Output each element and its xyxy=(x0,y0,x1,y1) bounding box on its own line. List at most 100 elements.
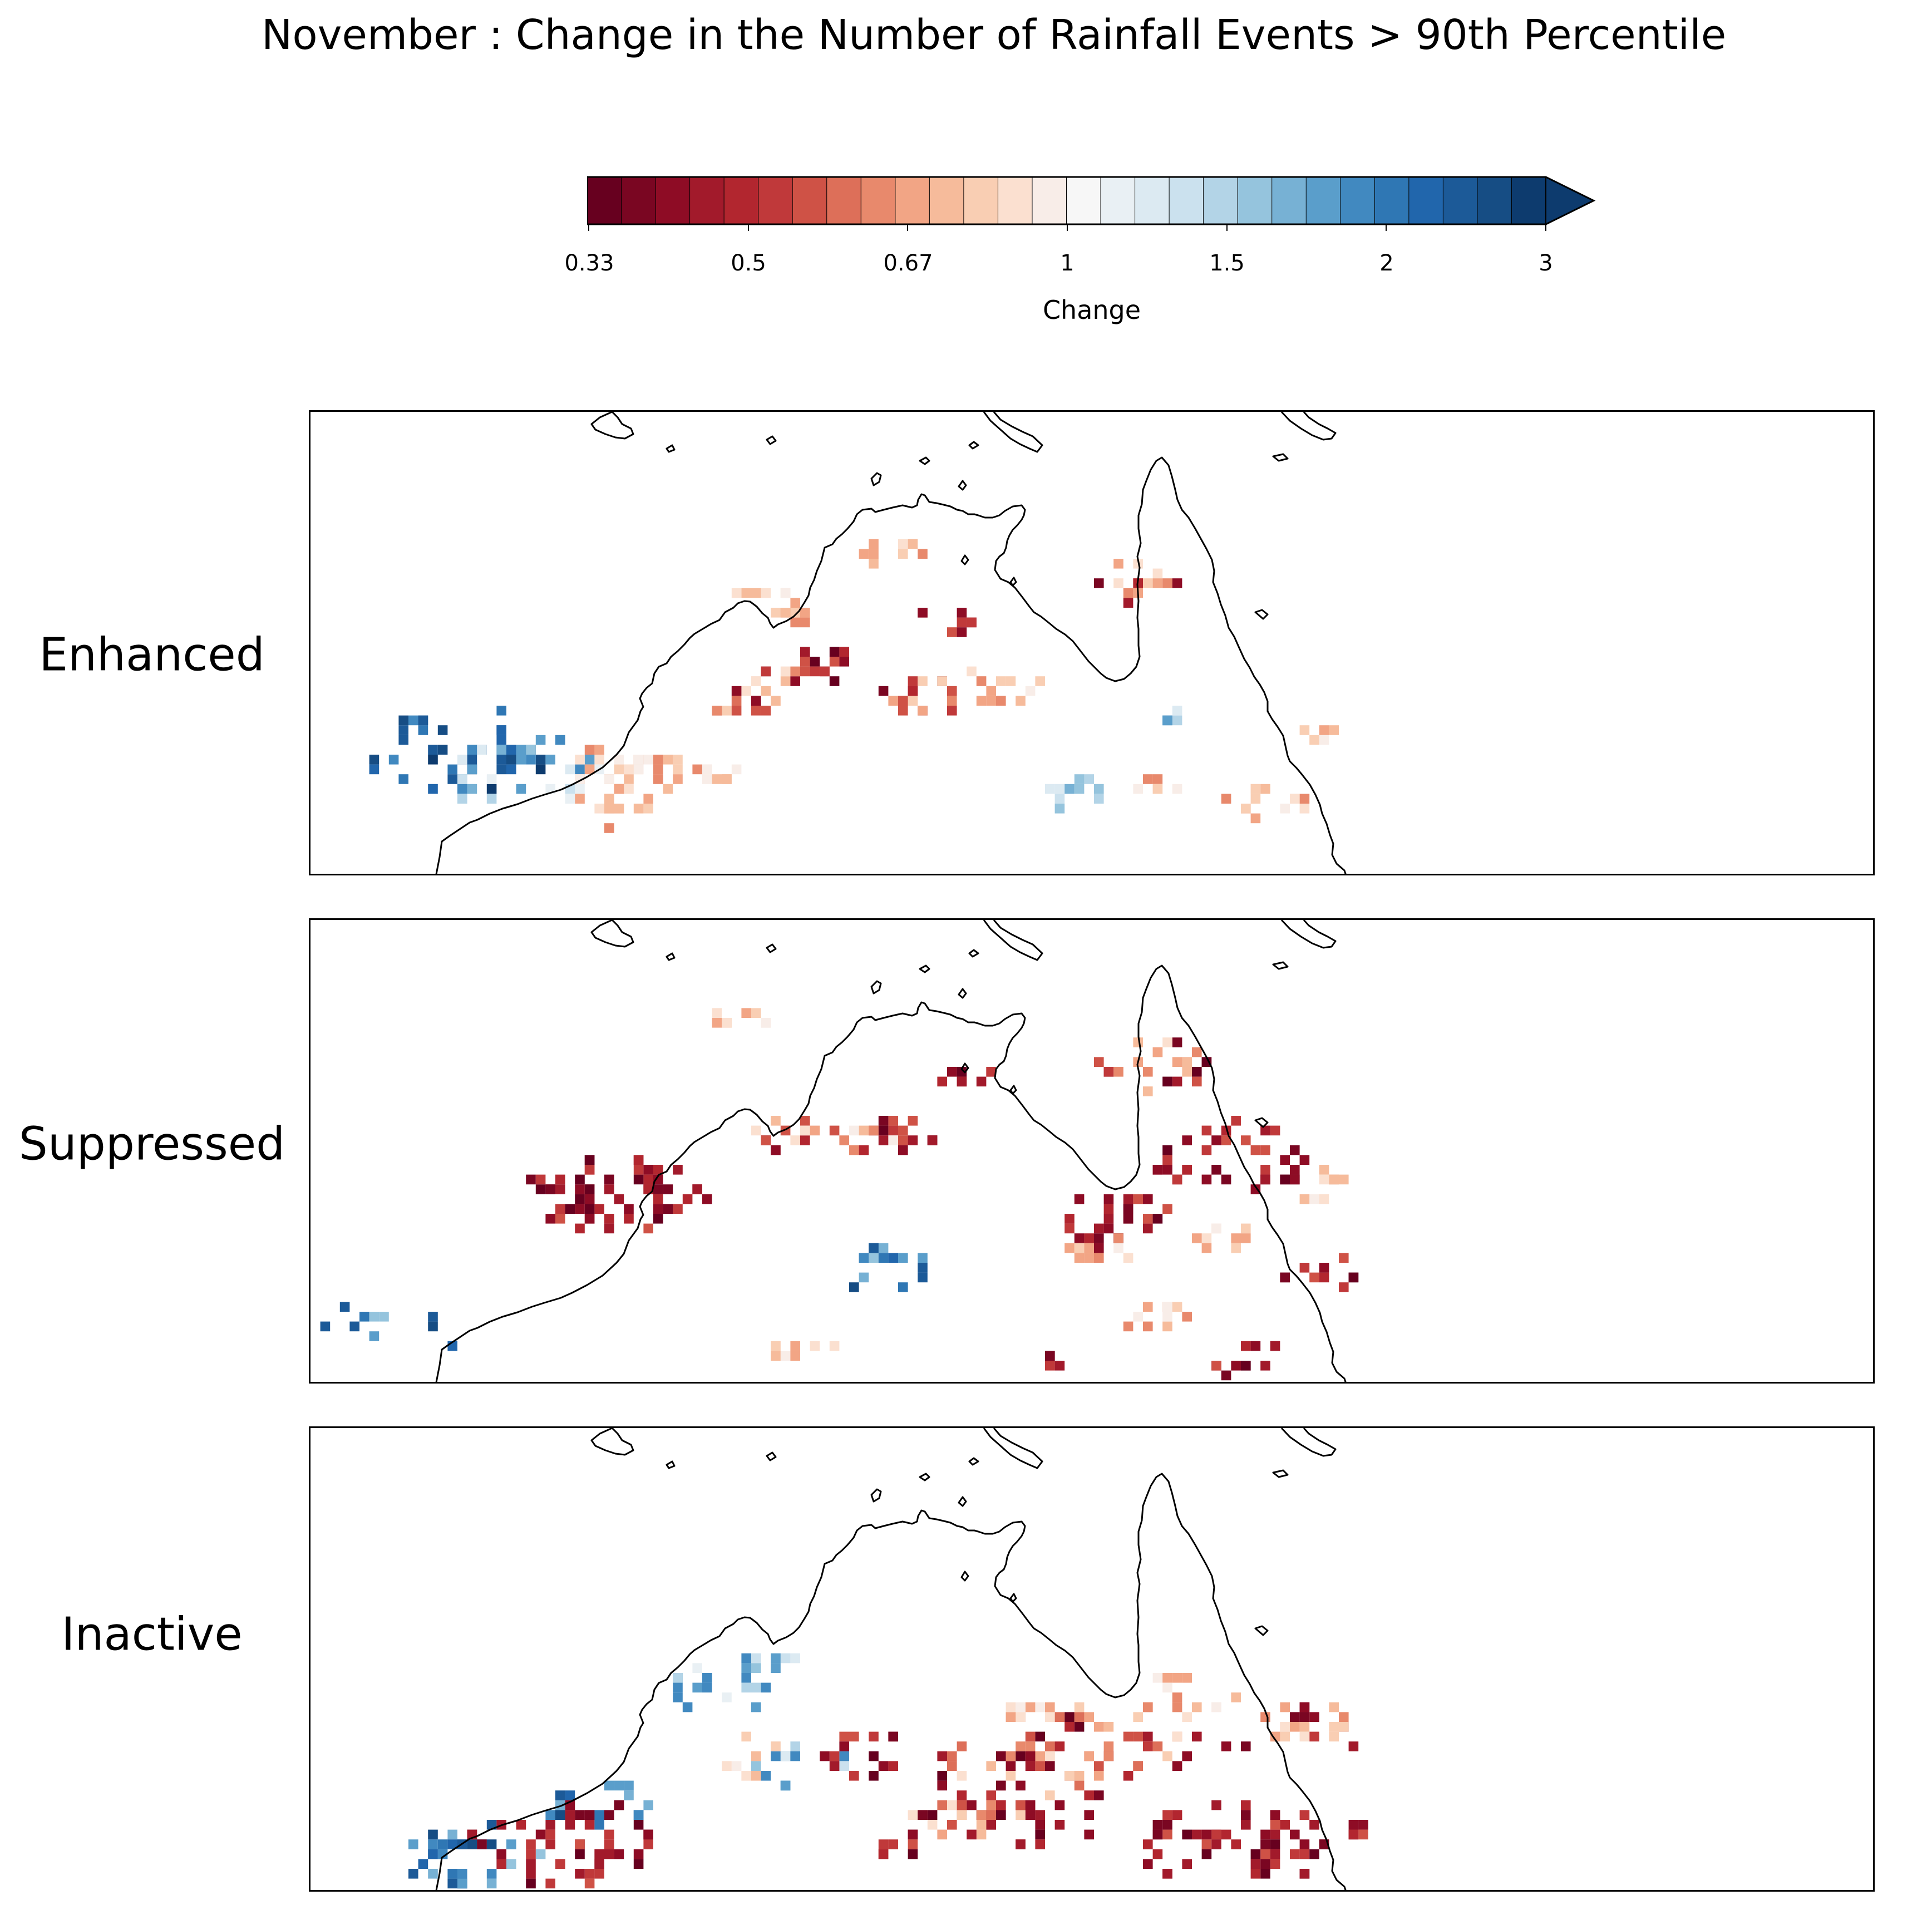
grid-cell xyxy=(908,1810,918,1820)
colorbar-segment xyxy=(860,176,896,225)
grid-cell xyxy=(1094,794,1104,804)
grid-cell xyxy=(1162,1682,1172,1693)
coastline-island xyxy=(960,1571,969,1582)
grid-cell xyxy=(790,1741,800,1751)
grid-cell xyxy=(957,1067,967,1077)
grid-cell xyxy=(1162,715,1172,726)
grid-cell xyxy=(594,1204,604,1214)
grid-cell xyxy=(908,1839,918,1849)
grid-cell xyxy=(1221,1741,1231,1751)
grid-cell xyxy=(741,1673,751,1683)
grid-cell xyxy=(1299,725,1310,735)
colorbar-segment xyxy=(826,176,862,225)
grid-cell xyxy=(1084,1810,1094,1820)
grid-cell xyxy=(1045,1790,1055,1800)
grid-cell xyxy=(594,1810,604,1820)
grid-cell xyxy=(1035,1761,1045,1771)
grid-cell xyxy=(1016,1751,1026,1761)
grid-cell xyxy=(741,686,751,696)
grid-cell xyxy=(1123,1731,1133,1742)
grid-cell xyxy=(1299,1731,1310,1742)
grid-cell xyxy=(1094,1243,1104,1253)
grid-cell xyxy=(937,1780,947,1791)
grid-cell xyxy=(1152,1214,1163,1224)
grid-cell xyxy=(780,1653,791,1663)
grid-cell xyxy=(604,1780,614,1791)
coastline-island xyxy=(1280,412,1337,441)
grid-cell xyxy=(692,1682,702,1693)
grid-cell xyxy=(555,1214,565,1224)
grid-cell xyxy=(898,549,908,559)
grid-cell xyxy=(555,1204,565,1214)
grid-cell xyxy=(1054,1741,1065,1751)
grid-cell xyxy=(829,647,840,657)
grid-cell xyxy=(1133,1731,1143,1742)
grid-cell xyxy=(1094,1253,1104,1263)
grid-cell xyxy=(1241,1741,1251,1751)
grid-cell xyxy=(1299,1263,1310,1273)
grid-cell xyxy=(1290,1829,1300,1840)
grid-cell xyxy=(1123,588,1133,598)
grid-cell xyxy=(722,1761,732,1771)
coastline-island xyxy=(958,988,967,999)
grid-cell xyxy=(898,1135,908,1145)
colorbar-label: Change xyxy=(1042,295,1141,325)
grid-cell xyxy=(839,1741,849,1751)
grid-cell xyxy=(986,1800,996,1810)
grid-cell xyxy=(614,784,624,794)
grid-cell xyxy=(1280,1155,1290,1165)
grid-cell xyxy=(1299,1839,1310,1849)
grid-cell xyxy=(702,1673,712,1683)
grid-cell xyxy=(1309,1731,1319,1742)
grid-cell xyxy=(1290,1712,1300,1722)
grid-cell xyxy=(633,1849,644,1859)
grid-cell xyxy=(761,1682,771,1693)
grid-cell xyxy=(829,1125,840,1136)
grid-cell xyxy=(584,1214,595,1224)
grid-cell xyxy=(516,745,526,755)
grid-cell xyxy=(771,1341,781,1351)
grid-cell xyxy=(467,764,477,775)
grid-cell xyxy=(1241,1341,1251,1351)
grid-cell xyxy=(1143,1214,1153,1224)
grid-cell xyxy=(800,1116,810,1126)
grid-cell xyxy=(584,1165,595,1175)
grid-cell xyxy=(398,774,408,784)
grid-cell xyxy=(555,1174,565,1185)
grid-cell xyxy=(1348,1829,1359,1840)
grid-cell xyxy=(790,1751,800,1761)
grid-cell xyxy=(1182,1859,1192,1869)
grid-cell xyxy=(1123,1214,1133,1224)
grid-cell xyxy=(1162,1751,1172,1761)
grid-cell xyxy=(1074,774,1085,784)
grid-cell xyxy=(526,1869,536,1879)
grid-cell xyxy=(859,549,869,559)
grid-cell xyxy=(751,1771,761,1781)
grid-cell xyxy=(869,1751,879,1761)
grid-cell xyxy=(369,764,379,775)
grid-cell xyxy=(339,1302,350,1312)
grid-cell xyxy=(643,1839,653,1849)
grid-cell xyxy=(535,735,546,745)
grid-cell xyxy=(1221,1135,1231,1145)
grid-cell xyxy=(771,1663,781,1673)
grid-cell xyxy=(1319,735,1329,745)
grid-cell xyxy=(1045,1361,1055,1371)
grid-cell xyxy=(624,1780,634,1791)
grid-cell xyxy=(790,608,800,618)
grid-cell xyxy=(653,1204,663,1214)
grid-cell xyxy=(937,1771,947,1781)
grid-cell xyxy=(604,794,614,804)
grid-cell xyxy=(428,1829,438,1840)
grid-cell xyxy=(1162,1145,1172,1155)
grid-cell xyxy=(1280,1722,1290,1732)
grid-cell xyxy=(624,784,634,794)
grid-cell xyxy=(1348,1820,1359,1830)
grid-cell xyxy=(1172,1761,1182,1771)
grid-cell xyxy=(408,1869,418,1879)
grid-cell xyxy=(947,686,957,696)
coastline-island xyxy=(1009,1593,1017,1603)
grid-cell xyxy=(486,794,497,804)
grid-cell xyxy=(663,755,673,765)
grid-cell xyxy=(1103,1204,1114,1214)
